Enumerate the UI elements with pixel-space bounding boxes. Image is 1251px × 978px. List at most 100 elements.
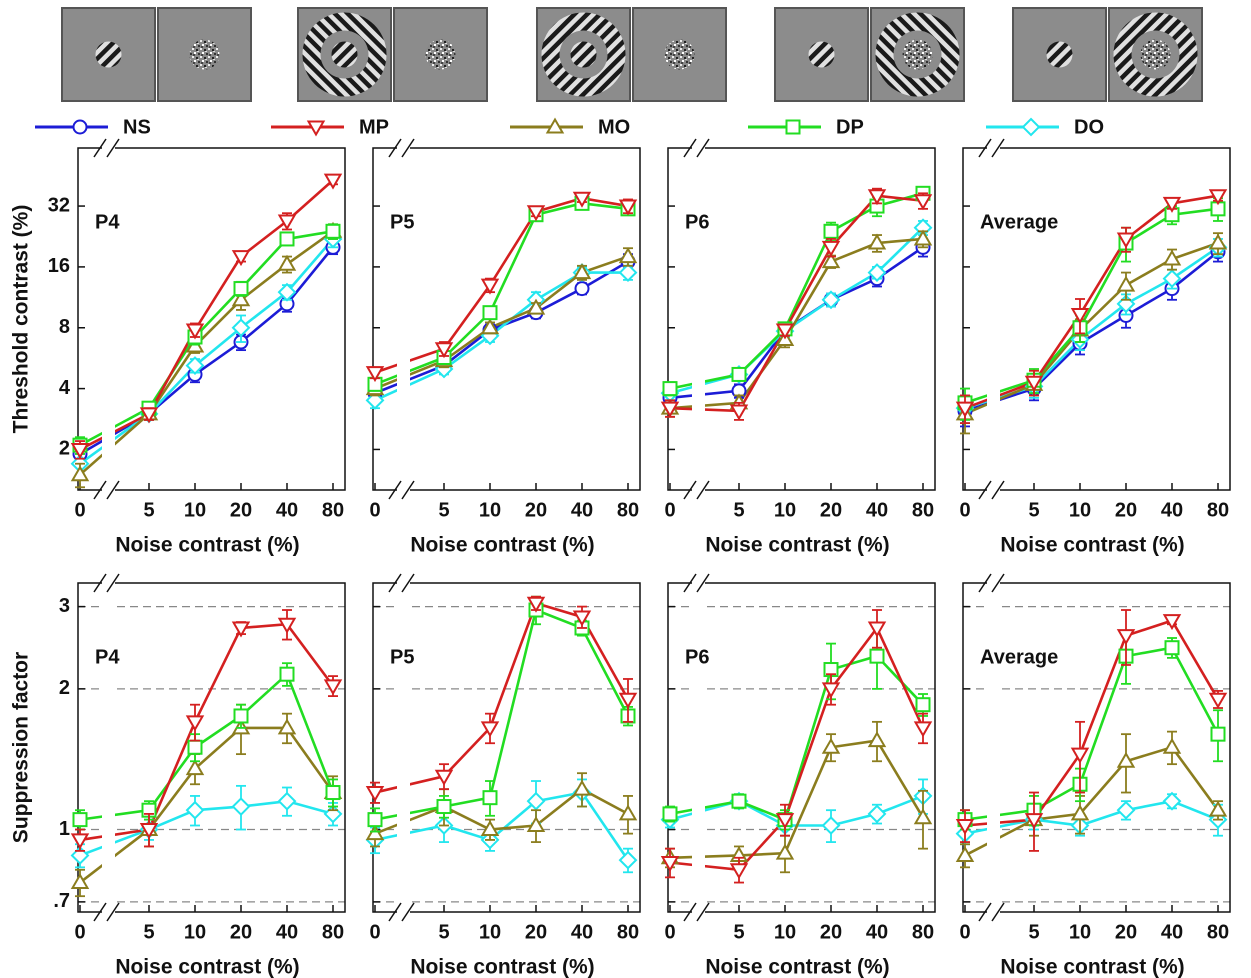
marker	[70, 833, 90, 850]
y-tick-label: 32	[48, 194, 70, 216]
marker	[185, 800, 205, 820]
axis-break	[397, 571, 410, 914]
x-tick-label: 20	[820, 921, 842, 943]
x-axis-label: Noise contrast (%)	[705, 534, 889, 557]
x-tick-label: 40	[866, 499, 888, 521]
marker	[821, 737, 841, 754]
marker	[660, 855, 680, 873]
marker	[618, 263, 638, 282]
x-tick-label: 0	[959, 921, 970, 943]
marker	[480, 318, 500, 335]
axis-break	[102, 571, 115, 914]
x-tick-label: 10	[774, 921, 796, 943]
series-line	[964, 241, 1219, 416]
x-tick-label: 40	[866, 921, 888, 943]
break-slash	[991, 902, 1005, 922]
marker	[231, 318, 251, 338]
marker	[574, 281, 590, 297]
break-slash	[401, 573, 415, 593]
series-line	[669, 654, 924, 822]
x-tick-label: 20	[525, 921, 547, 943]
series-line	[669, 194, 924, 413]
axis-break	[397, 136, 410, 492]
panel-label: P5	[390, 211, 414, 233]
marker	[955, 845, 975, 862]
x-tick-label: 5	[438, 499, 449, 521]
panel-label: Average	[980, 646, 1058, 668]
x-tick-label: 10	[184, 499, 206, 521]
x-tick-label: 40	[1161, 499, 1183, 521]
marker	[72, 812, 88, 828]
plot-frame	[962, 147, 1231, 491]
plot-frame	[372, 147, 641, 491]
break-slash	[991, 138, 1005, 158]
stimulus-center	[189, 39, 220, 70]
marker	[1116, 751, 1136, 768]
legend-label: MO	[598, 116, 630, 138]
marker	[277, 282, 297, 302]
marker	[955, 401, 975, 418]
legend-label: DP	[836, 116, 864, 138]
stimulus-center	[664, 39, 695, 70]
break-slash	[683, 902, 697, 922]
marker	[526, 816, 546, 833]
marker	[618, 692, 638, 709]
series-line	[79, 230, 334, 447]
series-line	[669, 794, 924, 827]
break-slash	[93, 573, 107, 593]
y-tick-label: 3	[59, 595, 70, 617]
marker	[277, 617, 297, 634]
marker	[775, 843, 795, 860]
marker	[660, 401, 680, 418]
x-tick-label: 5	[438, 921, 449, 943]
y-tick-label: 2	[59, 677, 70, 699]
x-tick-label: 80	[912, 921, 934, 943]
x-tick-label: 80	[1207, 921, 1229, 943]
x-tick-label: 80	[617, 499, 639, 521]
stimulus-center	[95, 41, 122, 68]
break-slash	[401, 138, 415, 158]
series-line	[964, 194, 1219, 410]
break-slash	[388, 902, 402, 922]
marker	[913, 721, 933, 738]
marker	[821, 240, 841, 257]
marker	[434, 769, 454, 786]
series-line	[79, 671, 335, 821]
marker	[277, 214, 297, 231]
legend-marker	[72, 119, 88, 135]
marker	[1162, 791, 1182, 811]
marker	[323, 679, 343, 696]
y-tick-label: 4	[59, 377, 71, 399]
panel-label: P6	[685, 211, 709, 233]
break-slash	[696, 138, 710, 158]
legend-label: MP	[359, 116, 389, 138]
series-line	[79, 179, 334, 451]
stimulus-center	[1046, 41, 1073, 68]
series-line	[374, 196, 629, 374]
stimulus-center	[902, 39, 933, 70]
x-tick-label: 0	[369, 499, 380, 521]
series-line	[964, 646, 1220, 821]
x-tick-label: 40	[571, 921, 593, 943]
break-slash	[696, 573, 710, 593]
legend-label: DO	[1074, 116, 1104, 138]
break-slash	[683, 573, 697, 593]
x-tick-label: 10	[774, 499, 796, 521]
y-tick-label: 2	[59, 438, 70, 460]
plot-frame	[77, 147, 346, 491]
x-axis-label: Noise contrast (%)	[115, 534, 299, 557]
marker	[618, 247, 638, 264]
break-slash	[106, 138, 120, 158]
marker	[1070, 308, 1090, 325]
series-line	[964, 745, 1220, 857]
series-line	[79, 238, 334, 465]
x-tick-label: 80	[322, 921, 344, 943]
y-tick-label: 1	[59, 818, 70, 840]
break-slash	[978, 573, 992, 593]
marker	[867, 731, 887, 748]
x-axis-label: Noise contrast (%)	[705, 956, 889, 978]
axis-break	[692, 571, 705, 914]
series-line	[79, 230, 334, 476]
marker	[482, 305, 498, 321]
